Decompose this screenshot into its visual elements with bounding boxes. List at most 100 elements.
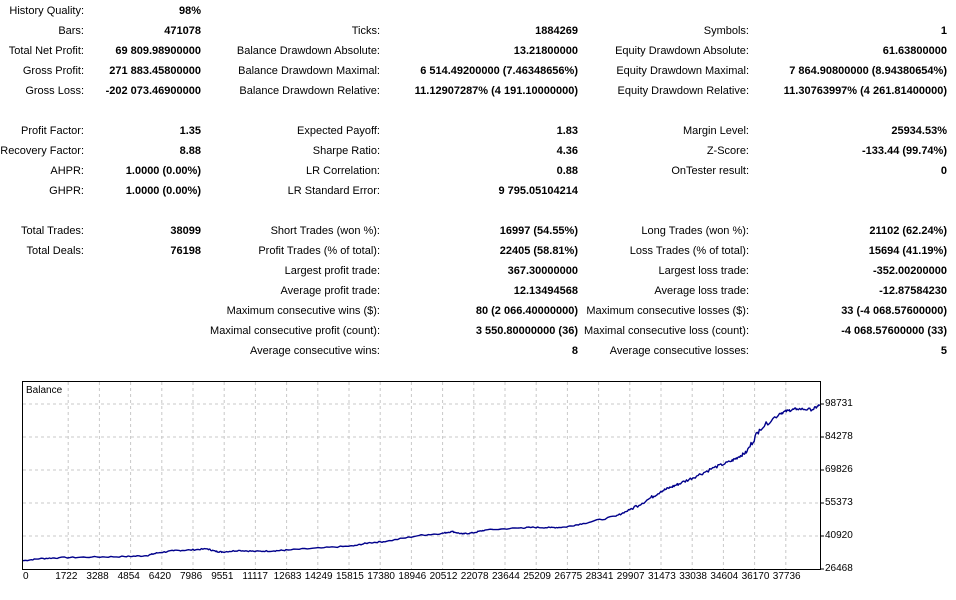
stats-row: Gross Profit: 271 883.45800000 Balance Dra… [0, 61, 956, 81]
stat-value: 9 795.05104214 [498, 185, 578, 197]
stat-label: Maximum consecutive wins ($): [226, 305, 380, 317]
stat-label: Profit Factor: [21, 125, 84, 137]
stats-row: Bars: 471078 Ticks: 1884269 Symbols: 1 [0, 21, 956, 41]
balance-chart: Balance 98731 84278 69826 55373 40920 26468 0 1… [22, 381, 956, 582]
stat-value: 7 864.90800000 (8.94380654%) [789, 65, 947, 77]
balance-chart-svg [22, 381, 824, 570]
x-tick-label: 12683 [273, 571, 302, 582]
stats-row: Gross Loss: -202 073.46900000 Balance Draw… [0, 81, 956, 101]
stat-value: 1.83 [556, 125, 578, 137]
stat-value: 80 (2 066.40000000) [475, 305, 578, 317]
stat-value: 15694 (41.19%) [868, 245, 947, 257]
stats-row: Largest profit trade: 367.30000000 Largest… [0, 261, 956, 281]
stat-label: Average consecutive losses: [609, 345, 749, 357]
stat-label: Average consecutive wins: [249, 345, 380, 357]
x-tick-label: 7986 [180, 571, 203, 582]
stat-value: 22405 (58.81%) [499, 245, 578, 257]
stats-row: Total Deals: 76198 Profit Trades (% of tot… [0, 241, 956, 261]
stat-value: 69 809.98900000 [115, 45, 201, 57]
stat-value: -202 073.46900000 [105, 85, 201, 97]
stat-label: Recovery Factor: [0, 145, 84, 157]
stat-value: 61.63800000 [882, 45, 947, 57]
stat-label: Total Net Profit: [8, 45, 84, 57]
x-tick-label: 22078 [460, 571, 489, 582]
stat-label: LR Standard Error: [287, 185, 380, 197]
stat-label: Equity Drawdown Relative: [617, 85, 749, 97]
stat-label: Maximal consecutive profit (count): [210, 325, 380, 337]
x-tick-label: 29907 [616, 571, 645, 582]
x-tick-label: 20512 [429, 571, 458, 582]
stat-value: 1.0000 (0.00%) [125, 185, 201, 197]
stats-row: AHPR: 1.0000 (0.00%) LR Correlation: 0.88 On… [0, 161, 956, 181]
x-tick-label: 25209 [523, 571, 551, 582]
stat-label: Gross Loss: [25, 85, 84, 97]
x-tick-label: 9551 [211, 571, 234, 582]
stat-label: Bars: [58, 25, 84, 37]
stat-label: Equity Drawdown Maximal: [616, 65, 749, 77]
stat-label: Z-Score: [706, 145, 749, 157]
report-stats: History Quality: 98% Bars: 471078 Ticks: 1884… [0, 5, 956, 357]
stat-label: Symbols: [703, 25, 749, 37]
stat-label: Total Deals: [26, 245, 84, 257]
stats-row: Maximal consecutive profit (count): 3 550… [0, 321, 956, 341]
x-tick-label: 3288 [86, 571, 109, 582]
stats-row: Profit Factor: 1.35 Expected Payoff: 1.83 Ma… [0, 121, 956, 141]
y-tick-label: 98731 [825, 398, 853, 409]
stat-label: Equity Drawdown Absolute: [615, 45, 749, 57]
stat-value: 16997 (54.55%) [499, 225, 578, 237]
x-tick-label: 18946 [398, 571, 427, 582]
x-tick-label: 17380 [367, 571, 395, 582]
stat-label: Long Trades (won %): [641, 225, 749, 237]
stat-label: Profit Trades (% of total): [258, 245, 380, 257]
x-tick-label: 1722 [55, 571, 78, 582]
stat-value: 1 [940, 25, 947, 37]
stat-value: 271 883.45800000 [109, 65, 201, 77]
stat-label: Balance Drawdown Relative: [239, 85, 380, 97]
stats-row: Total Net Profit: 69 809.98900000 Balance … [0, 41, 956, 61]
stat-value: 8.88 [179, 145, 201, 157]
stats-row: Recovery Factor: 8.88 Sharpe Ratio: 4.36 Z-S… [0, 141, 956, 161]
stat-label: History Quality: [9, 5, 84, 17]
stat-value: 471078 [164, 25, 201, 37]
stat-value: 1.35 [179, 125, 201, 137]
stat-value: 367.30000000 [507, 265, 578, 277]
x-tick-label: 26775 [554, 571, 583, 582]
stats-row: GHPR: 1.0000 (0.00%) LR Standard Error: 9 7… [0, 181, 956, 201]
stat-value: 13.21800000 [513, 45, 578, 57]
stat-label: Ticks: [351, 25, 380, 37]
stat-label: OnTester result: [671, 165, 749, 177]
y-tick-label: 40920 [825, 530, 853, 541]
y-tick-label: 55373 [825, 497, 853, 508]
stat-label: Largest profit trade: [284, 265, 380, 277]
x-tick-label: 6420 [148, 571, 172, 582]
x-tick-label: 15815 [336, 571, 364, 582]
x-tick-label: 14249 [304, 571, 333, 582]
stat-value: 12.13494568 [513, 285, 578, 297]
stat-label: Total Trades: [21, 225, 84, 237]
stat-label: Short Trades (won %): [270, 225, 380, 237]
stat-label: Expected Payoff: [297, 125, 380, 137]
stat-label: Balance Drawdown Absolute: [236, 45, 380, 57]
stat-value: 11.30763997% (4 261.81400000) [783, 85, 947, 97]
x-tick-label: 31473 [648, 571, 676, 582]
stat-value: 38099 [170, 225, 201, 237]
stat-label: Balance Drawdown Maximal: [238, 65, 380, 77]
plot-frame [22, 381, 821, 570]
stat-value: -352.00200000 [872, 265, 947, 277]
stat-value: 5 [940, 345, 947, 357]
stat-value: 4.36 [556, 145, 578, 157]
stat-label: Margin Level: [682, 125, 749, 137]
stat-value: -4 068.57600000 (33) [841, 325, 947, 337]
y-tick-label: 84278 [825, 431, 853, 442]
stats-row: Maximum consecutive wins ($): 80 (2 066.4… [0, 301, 956, 321]
stat-value: 8 [571, 345, 578, 357]
stat-value: 1.0000 (0.00%) [125, 165, 201, 177]
x-tick-label: 36170 [741, 571, 770, 582]
x-tick-label: 4854 [117, 571, 140, 582]
stat-value: 98% [178, 5, 201, 17]
stat-value: 76198 [170, 245, 201, 257]
stat-label: Sharpe Ratio: [312, 145, 380, 157]
stat-label: Loss Trades (% of total): [629, 245, 749, 257]
stat-value: 3 550.80000000 (36) [475, 325, 578, 337]
stat-label: Maximal consecutive loss (count): [583, 325, 749, 337]
